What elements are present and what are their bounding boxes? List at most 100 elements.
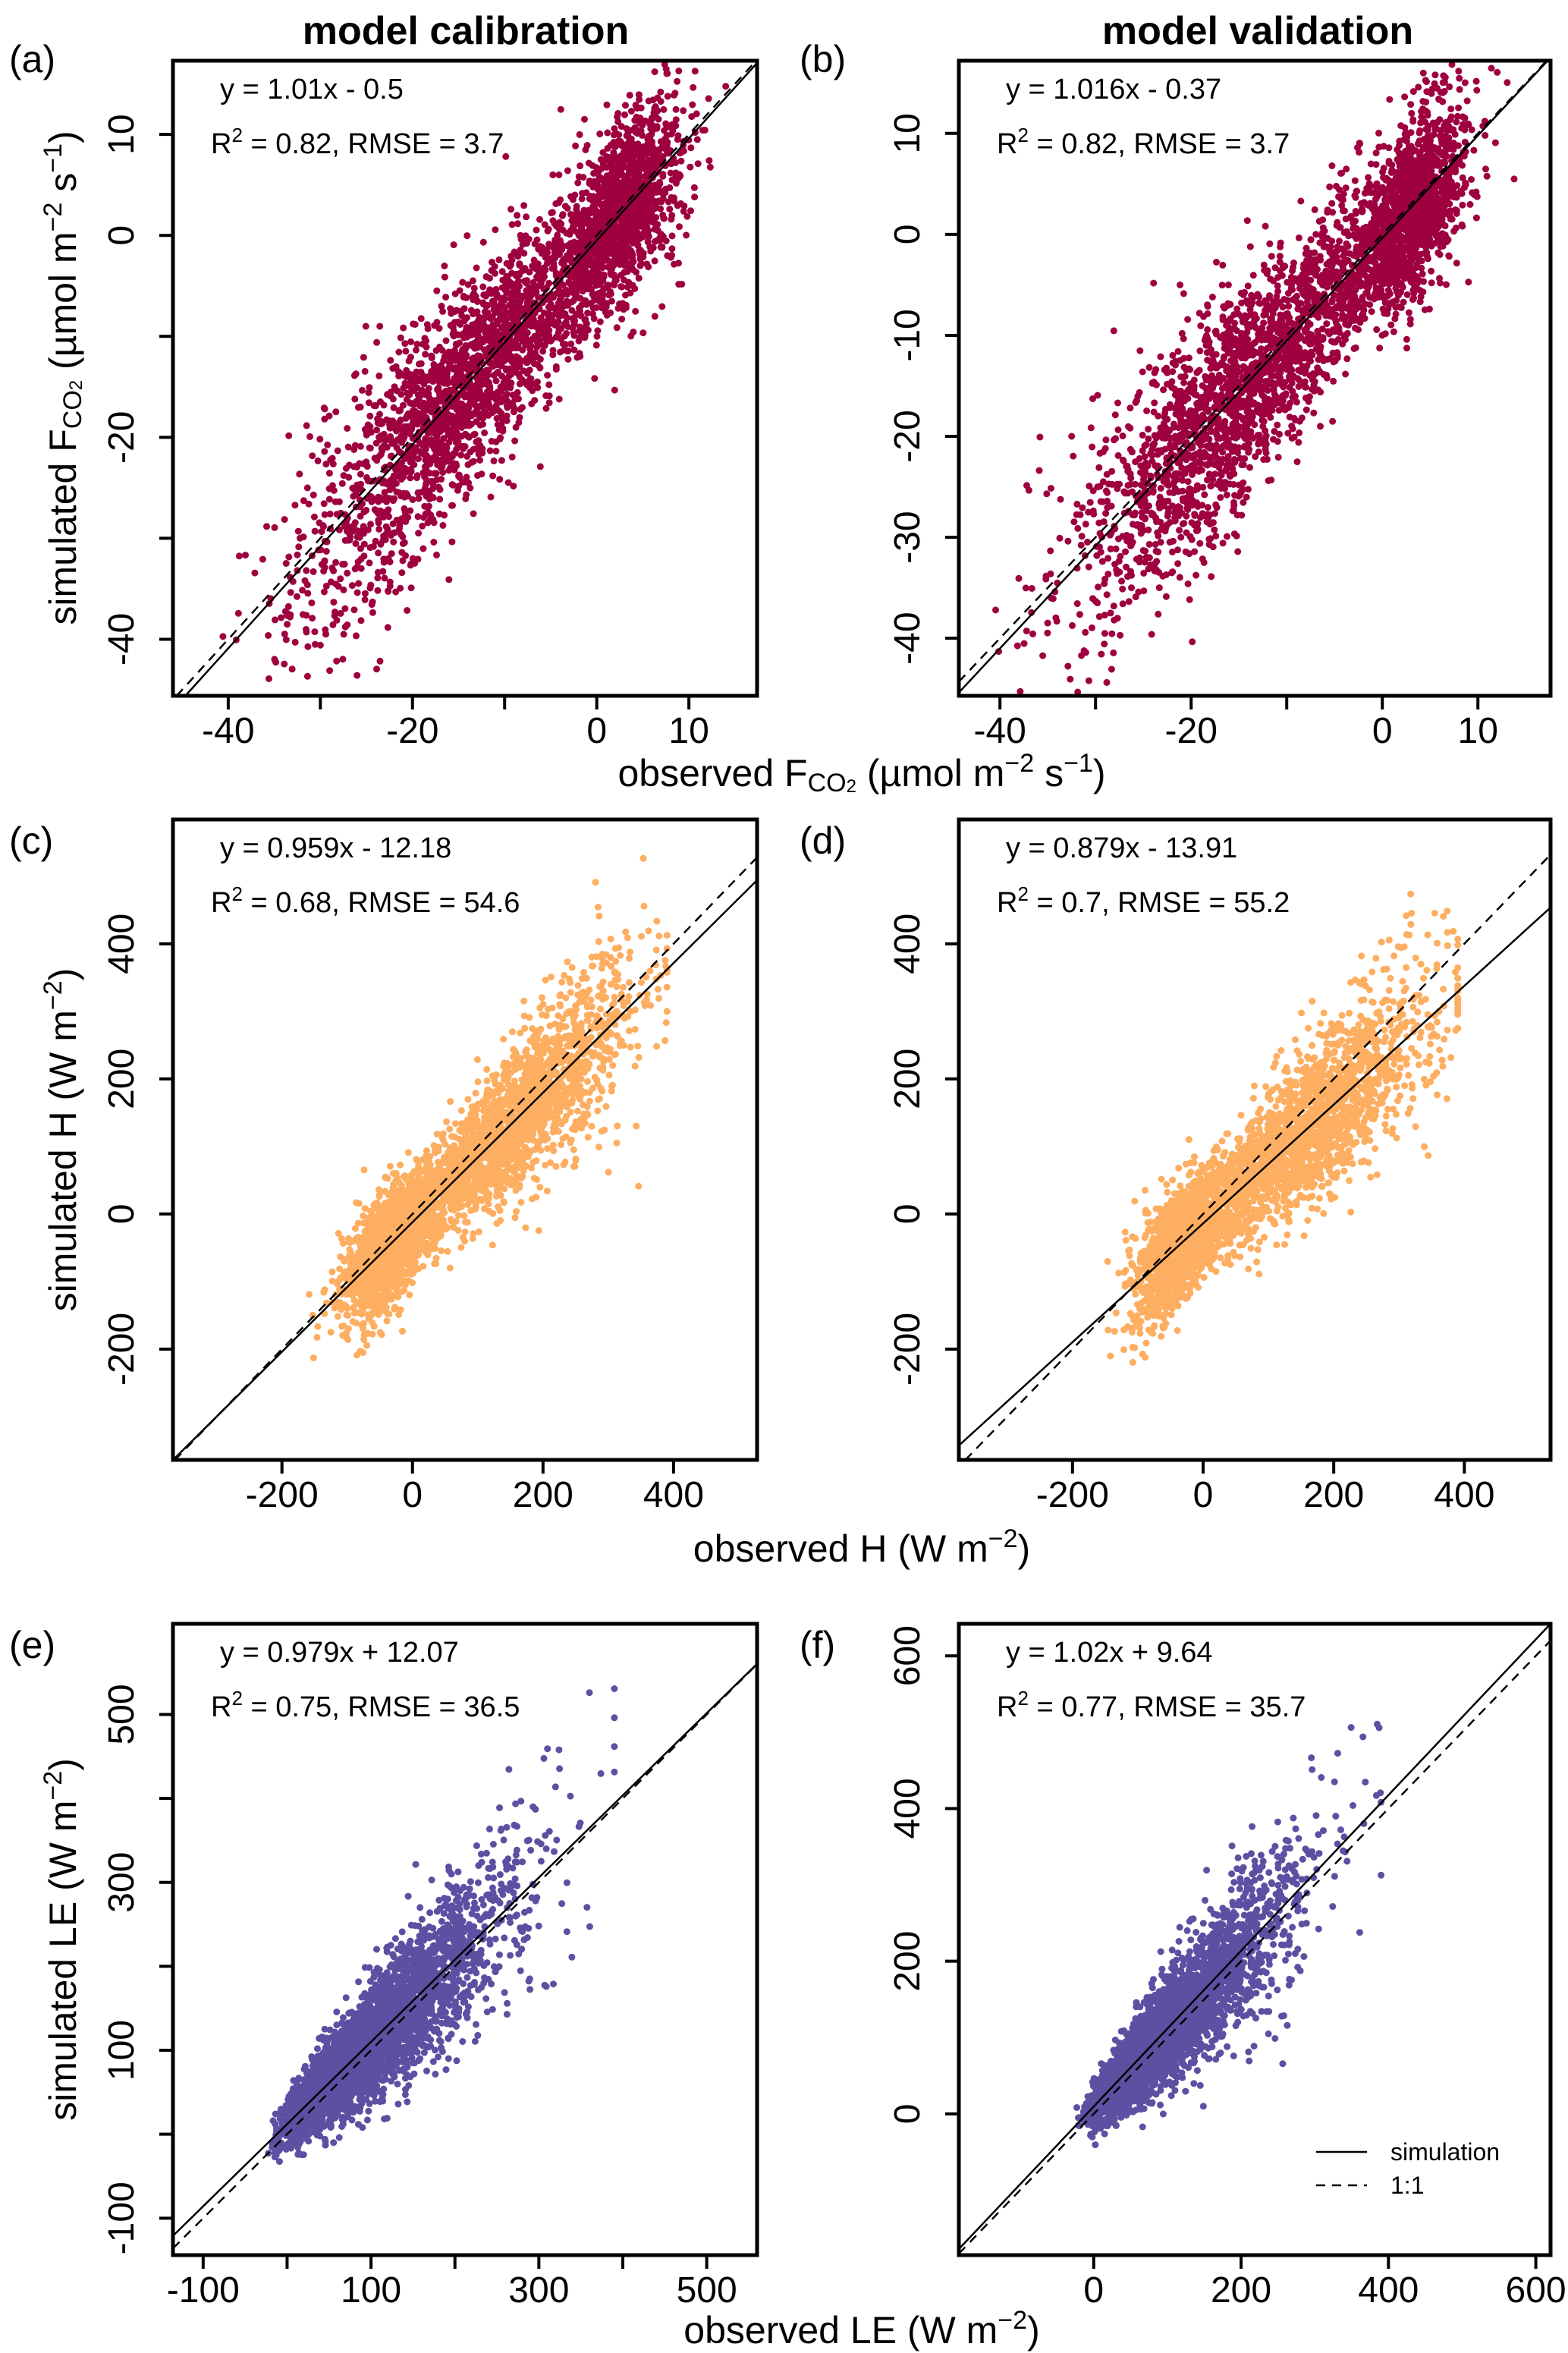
data-point — [333, 616, 341, 624]
data-point — [353, 632, 360, 640]
data-point — [354, 533, 361, 541]
data-point — [577, 281, 585, 288]
data-point — [504, 399, 512, 407]
data-point — [1408, 109, 1416, 117]
data-point — [402, 348, 410, 355]
data-point — [1403, 291, 1411, 298]
data-point — [397, 334, 404, 341]
data-point — [1108, 630, 1116, 637]
y-tick-label: 10 — [102, 114, 142, 154]
data-point — [1151, 399, 1158, 407]
data-point — [561, 332, 568, 340]
data-point — [378, 445, 385, 452]
data-point — [467, 420, 475, 428]
data-point — [601, 285, 608, 292]
data-point — [1208, 573, 1215, 580]
data-point — [610, 150, 617, 158]
data-point — [607, 288, 614, 295]
data-point — [598, 271, 605, 278]
data-point — [653, 123, 661, 131]
data-point — [488, 438, 495, 445]
data-point — [596, 131, 604, 137]
data-point — [668, 212, 676, 219]
data-point — [1431, 71, 1439, 79]
data-point — [360, 354, 367, 361]
data-point — [629, 251, 636, 259]
data-point — [1090, 511, 1098, 517]
data-point — [1155, 610, 1162, 618]
data-point — [513, 353, 520, 360]
data-point — [610, 282, 617, 289]
data-point — [675, 68, 683, 74]
data-point — [446, 361, 454, 369]
data-point — [328, 564, 336, 571]
data-point — [470, 510, 477, 517]
data-point — [687, 163, 694, 171]
data-point — [430, 539, 438, 546]
data-point — [376, 494, 384, 502]
data-point — [497, 383, 504, 391]
data-point — [310, 513, 318, 521]
data-point — [536, 336, 543, 344]
data-point — [496, 476, 504, 483]
data-point — [321, 405, 328, 413]
data-point — [366, 544, 374, 552]
data-point — [351, 395, 359, 403]
data-point — [585, 227, 592, 234]
data-point — [337, 575, 344, 583]
data-point — [619, 199, 627, 206]
data-point — [1219, 261, 1227, 269]
data-point — [448, 418, 455, 426]
data-point — [551, 236, 559, 244]
data-point — [605, 175, 613, 183]
data-point — [1089, 443, 1096, 451]
data-point — [545, 399, 553, 407]
data-point — [665, 198, 672, 206]
data-point — [556, 299, 564, 307]
data-point — [390, 538, 397, 546]
data-point — [674, 77, 681, 85]
data-point — [303, 672, 311, 680]
data-point — [579, 288, 586, 295]
data-point — [583, 320, 590, 327]
data-point — [344, 443, 352, 451]
data-point — [366, 412, 374, 420]
data-point — [589, 263, 597, 271]
data-point — [558, 212, 566, 219]
data-point — [486, 286, 494, 294]
data-point — [420, 380, 428, 388]
data-point — [604, 129, 611, 137]
data-point — [592, 209, 600, 216]
data-point — [581, 334, 589, 341]
data-point — [417, 449, 425, 457]
data-point — [595, 200, 602, 207]
data-point — [511, 248, 518, 256]
data-point — [492, 226, 499, 234]
data-point — [463, 232, 471, 240]
data-point — [436, 343, 443, 351]
data-point — [357, 512, 364, 520]
data-point — [489, 259, 495, 266]
data-point — [368, 601, 376, 609]
data-point — [457, 451, 465, 459]
data-point — [420, 514, 427, 521]
data-point — [341, 623, 349, 631]
data-point — [376, 322, 384, 330]
data-point — [303, 628, 310, 636]
data-point — [1328, 200, 1336, 207]
data-point — [396, 464, 404, 472]
data-point — [355, 580, 363, 587]
data-point — [422, 351, 429, 358]
data-point — [517, 246, 524, 253]
data-point — [424, 508, 432, 516]
data-point — [668, 251, 676, 259]
data-point — [629, 282, 636, 289]
data-point — [493, 328, 501, 335]
data-point — [1464, 120, 1472, 127]
data-point — [652, 237, 660, 244]
data-point — [450, 328, 457, 335]
data-point — [1456, 74, 1463, 82]
data-point — [419, 410, 426, 417]
data-point — [403, 426, 410, 434]
